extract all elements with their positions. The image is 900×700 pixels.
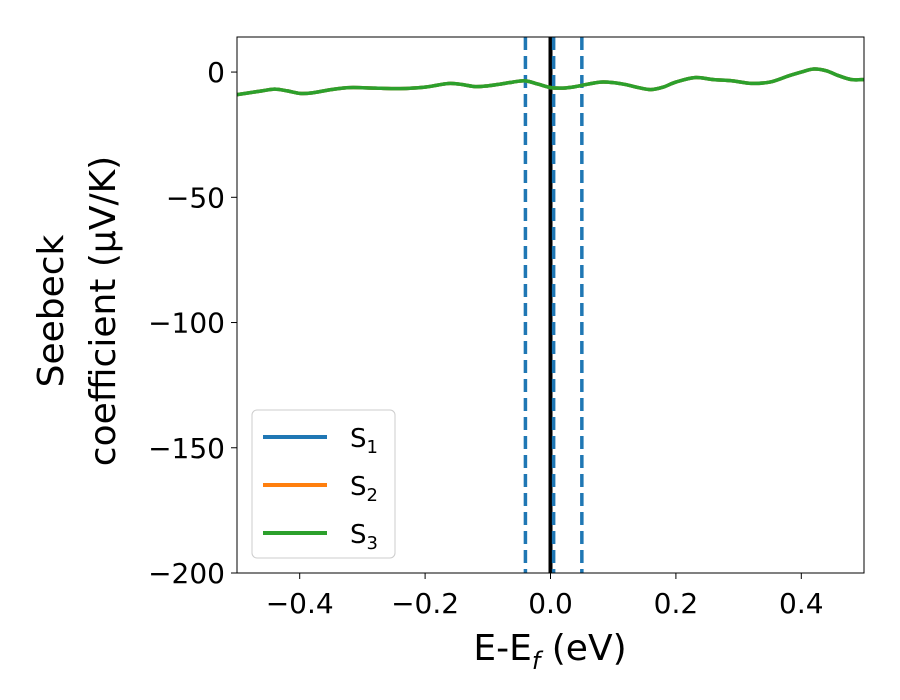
x-axis-label-suffix: (eV): [540, 628, 626, 669]
y-tick-label: 0: [207, 56, 225, 89]
y-tick-label: −100: [148, 307, 225, 340]
y-tick-label: −150: [148, 432, 225, 465]
x-tick-label: 0.4: [779, 587, 824, 620]
x-axis-ticks: −0.4 −0.2 0.0 0.2 0.4: [266, 573, 824, 620]
series-lines: [237, 67, 864, 97]
x-axis-label: E-Ef (eV): [473, 628, 626, 675]
x-axis-label-main: E-E: [473, 628, 531, 669]
legend: S1 S2 S3: [251, 409, 396, 559]
legend-label-s3: S3: [350, 520, 378, 554]
x-tick-label: 0.2: [654, 587, 699, 620]
x-tick-label: −0.2: [391, 587, 459, 620]
y-tick-label: −200: [148, 557, 225, 590]
y-tick-label: −50: [166, 181, 225, 214]
y-axis-label-line1: Seebeck: [31, 234, 72, 387]
y-axis-ticks: 0 −50 −100 −150 −200: [148, 56, 237, 590]
y-axis-label-line2: coefficient (μV/K): [83, 156, 124, 466]
y-axis-label: Seebeck coefficient (μV/K): [31, 156, 124, 466]
legend-label-s1: S1: [350, 424, 378, 458]
series-line-s3: [237, 67, 864, 97]
x-tick-label: 0.0: [528, 587, 573, 620]
reference-lines: [523, 37, 584, 573]
x-tick-label: −0.4: [266, 587, 334, 620]
legend-label-s2: S2: [350, 472, 378, 506]
